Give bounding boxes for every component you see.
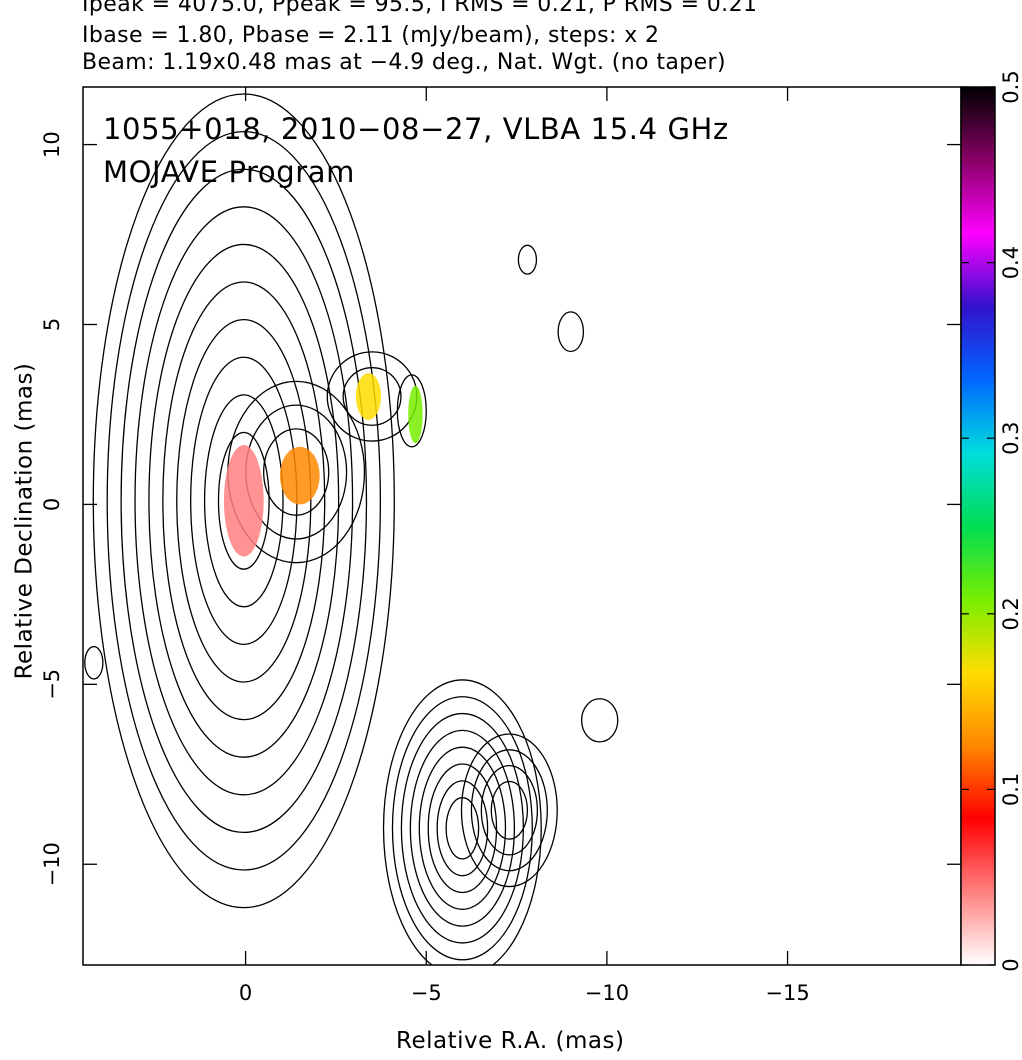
polarization-core — [223, 445, 264, 557]
y-tick-label-1: −5 — [40, 669, 64, 700]
contour-secondary-knot-3 — [460, 733, 558, 888]
cbar-tick-label-2: 0.2 — [999, 597, 1022, 630]
x-tick-label-2: −10 — [585, 981, 629, 1005]
contour-secondary-knot-1 — [480, 765, 539, 856]
contour-blob-west-0 — [84, 645, 104, 680]
contour-core-1 — [203, 394, 284, 608]
contour-secondary-knot-2-0 — [580, 698, 619, 743]
header-line-2: Ibase = 1.80, Pbase = 2.11 (mJy/beam), s… — [82, 23, 660, 48]
contour-core-9 — [92, 93, 395, 909]
contour-blob-north-1-0 — [517, 244, 538, 275]
cbar-tick-label-1: 0.1 — [999, 773, 1022, 806]
header-line-3: Beam: 1.19x0.48 mas at −4.9 deg., Nat. W… — [82, 50, 726, 75]
y-tick-label-2: 0 — [40, 498, 64, 511]
contour-core-7 — [120, 168, 368, 834]
y-axis-label: Relative Declination (mas) — [11, 362, 38, 680]
contour-core-6 — [134, 206, 354, 796]
contour-secondary-core-4 — [409, 729, 516, 927]
contour-secondary-core-1 — [436, 780, 489, 877]
contour-secondary-knot-0 — [490, 780, 529, 840]
colorbar-ticks: 0 0.1 0.2 0.3 0.4 0.5 — [961, 70, 1022, 972]
y-tick-label-0: −10 — [40, 842, 64, 886]
polarization-knot-4.7 — [408, 385, 423, 444]
contour-core-5 — [148, 243, 340, 758]
cbar-tick-label-0: 0 — [999, 958, 1022, 971]
axis-ticks: 0 −5 −10 −15 −10 −5 0 5 10 — [40, 87, 961, 1005]
plot-frame — [82, 86, 962, 966]
polarization-knot-1.5 — [279, 446, 320, 505]
contour-core-4 — [162, 281, 326, 721]
header-line-1: Ipeak = 4075.0, Ppeak = 95.5, I RMS = 0.… — [82, 0, 758, 17]
contour-core-8 — [106, 130, 382, 871]
contour-jet-knot-a-0 — [342, 367, 402, 426]
polarization-knot-3.5 — [355, 373, 382, 420]
contour-secondary-core-3 — [418, 746, 507, 910]
cbar-tick-label-5: 0.5 — [999, 70, 1022, 103]
y-tick-label-3: 5 — [40, 318, 64, 331]
contour-blob-north-2-0 — [557, 311, 585, 353]
x-tick-label-1: −5 — [411, 981, 442, 1005]
x-tick-label-3: −15 — [765, 981, 809, 1005]
x-axis-label: Relative R.A. (mas) — [396, 1028, 625, 1054]
polarization-layer — [223, 373, 423, 557]
y-tick-label-4: 10 — [40, 131, 64, 158]
cbar-tick-label-4: 0.4 — [999, 246, 1022, 279]
contour-jet-knot-b-0 — [396, 374, 427, 448]
contour-inner-jet-0 — [263, 428, 330, 516]
colorbar — [960, 86, 996, 966]
contour-secondary-knot-2 — [470, 749, 548, 872]
x-tick-label-0: 0 — [239, 981, 252, 1005]
contour-core-3 — [176, 318, 312, 683]
cbar-tick-label-3: 0.3 — [999, 421, 1022, 454]
source-label: 1055+018, 2010−08−27, VLBA 15.4 GHz — [103, 112, 729, 146]
program-label: MOJAVE Program — [103, 155, 356, 189]
contour-secondary-core-6 — [391, 696, 533, 961]
contour-core-0 — [217, 431, 270, 570]
contour-layer — [84, 93, 619, 965]
contour-secondary-core-7 — [382, 679, 542, 965]
contour-secondary-core-2 — [427, 763, 498, 894]
